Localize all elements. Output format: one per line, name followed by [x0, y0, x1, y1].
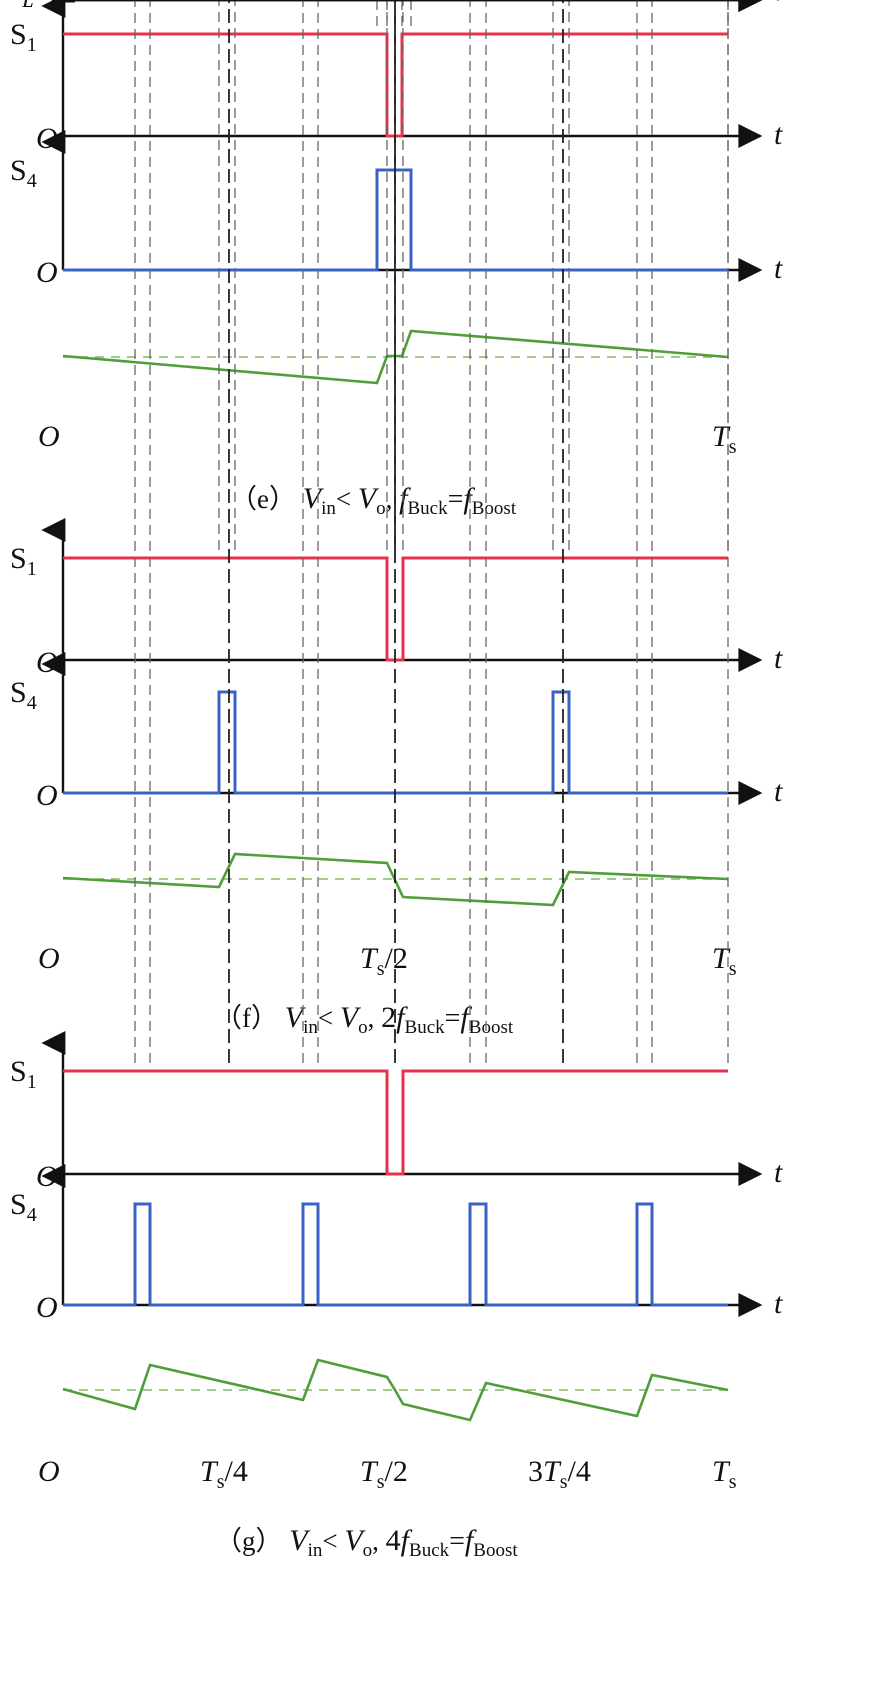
- panel-caption: （f） Vin< Vo, 2fBuck=fBoost: [215, 1001, 514, 1038]
- origin-label: O: [36, 1160, 58, 1193]
- panel-g: t t t O O S1 S4 iL O Ts/4 Ts/2 3Ts/4 Ts （g） Vin< Vo, …: [10, 0, 783, 1561]
- origin-label: O: [36, 646, 58, 679]
- s4-label: S4: [10, 154, 37, 192]
- s4-waveform: [63, 690, 728, 795]
- s4-waveform: [63, 168, 728, 272]
- origin-label: O: [36, 779, 58, 812]
- time-tick-label: Ts: [712, 420, 737, 458]
- time-tick-label: Ts: [712, 1455, 737, 1493]
- time-axis-label: t: [774, 775, 783, 808]
- il-label: iL: [14, 0, 33, 12]
- panel-caption: （g） Vin< Vo, 4fBuck=fBoost: [215, 1524, 518, 1561]
- panel-f: t t t O O S1 S4 iL O Ts/2 Ts （f） Vin< Vo, 2fBuck=fB…: [10, 0, 783, 1038]
- origin-label: O: [36, 1291, 58, 1324]
- time-tick-label: Ts/4: [200, 1455, 248, 1493]
- origin-label: O: [38, 420, 60, 453]
- il-label: iL: [14, 0, 33, 12]
- origin-label: O: [36, 256, 58, 289]
- time-axis-label: t: [774, 0, 783, 7]
- time-tick-label: Ts/2: [360, 942, 408, 980]
- panel-e: t t t O O S1 S4 iL O Ts （e） Vin< Vo, fBuck=fBoost: [10, 0, 783, 519]
- s1-label: S1: [10, 1055, 37, 1093]
- s1-label: S1: [10, 18, 37, 56]
- s1-label: S1: [10, 542, 37, 580]
- s4-label: S4: [10, 1188, 37, 1226]
- time-axis-label: t: [774, 1156, 783, 1189]
- il-waveform: [62, 1358, 729, 1422]
- s4-label: S4: [10, 676, 37, 714]
- time-axis-label: t: [774, 118, 783, 151]
- time-axis-label: t: [774, 0, 783, 7]
- time-axis-label: t: [774, 252, 783, 285]
- s4-waveform: [63, 1202, 728, 1307]
- time-tick-label: Ts/2: [360, 1455, 408, 1493]
- il-label: iL: [14, 0, 33, 12]
- time-tick-label: Ts: [712, 942, 737, 980]
- time-tick-label: 3Ts/4: [528, 1455, 591, 1493]
- origin-label: O: [38, 942, 60, 975]
- origin-label: O: [38, 1455, 60, 1488]
- origin-label: O: [36, 122, 58, 155]
- panel-caption: （e） Vin< Vo, fBuck=fBoost: [230, 482, 517, 519]
- time-axis-label: t: [774, 0, 783, 7]
- time-axis-label: t: [774, 1287, 783, 1320]
- s1-waveform: [63, 1069, 728, 1176]
- time-axis-label: t: [774, 642, 783, 675]
